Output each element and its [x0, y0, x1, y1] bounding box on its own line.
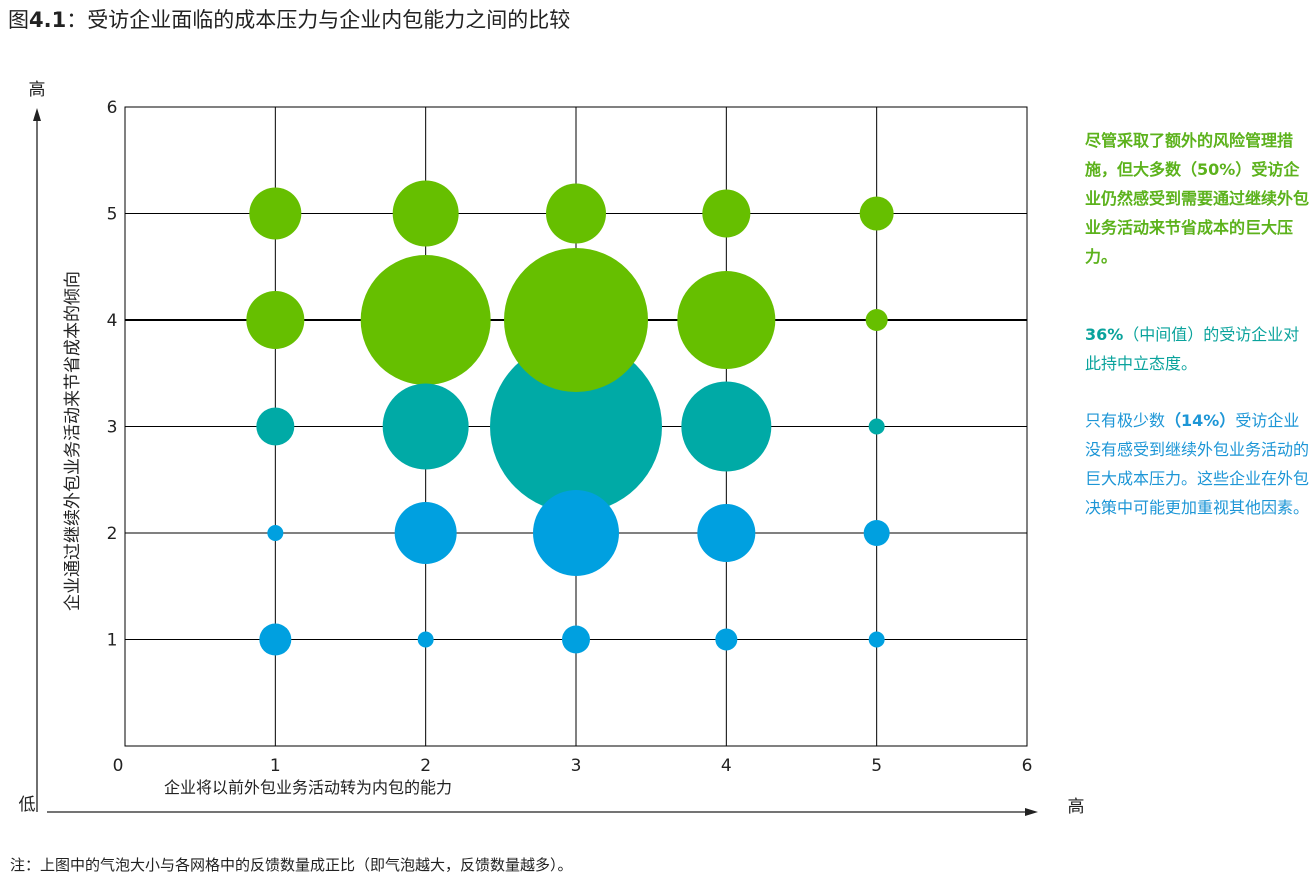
x-tick-label-1: 1	[270, 756, 281, 776]
footnote: 注：上图中的气泡大小与各网格中的反馈数量成正比（即气泡越大，反馈数量越多）。	[10, 856, 573, 874]
green-annotation: 尽管采取了额外的风险管理措施，但大多数（50%）受访企业仍然感受到需要通过继续外…	[1085, 126, 1314, 271]
blue-annotation-lead: 只有极少数	[1085, 411, 1166, 430]
title-prefix: 图	[8, 8, 29, 32]
bubble-blue-x3-y1	[562, 625, 590, 654]
chart-labels: 0 1 2 3 4 5 6 1 2 3 4 5 6 企业将以前外包业务活动转为内包的能力 企业通过继续外包业…	[19, 80, 1085, 817]
bubble-teal-x4-y3	[681, 381, 772, 472]
bubble-blue-x4-y1	[715, 628, 738, 651]
green-annotation-lead: 尽管采取了额外的风险管理措施，但大多数	[1085, 131, 1294, 179]
teal-annotation: 36%（中间值）的受访企业对此持中立态度。	[1085, 320, 1314, 378]
axis-low-label: 低	[19, 795, 36, 815]
x-tick-label-2: 2	[420, 756, 431, 776]
bubble-layer	[246, 180, 894, 656]
teal-annotation-rest: （中间值）的受访企业对此持中立态度。	[1085, 325, 1300, 373]
bubble-green-x4-y5	[702, 189, 751, 238]
x-tick-label-3: 3	[571, 756, 582, 776]
bubble-teal-x3-y3	[490, 340, 662, 513]
bubble-blue-x3-y2	[533, 490, 619, 576]
x-tick-label-4: 4	[721, 756, 732, 776]
blue-annotation-pct: （14%）	[1165, 411, 1236, 430]
bubble-green-x3-y4	[504, 248, 648, 392]
y-tick-label-4: 4	[107, 311, 118, 331]
bubble-blue-x1-y1	[259, 623, 292, 656]
green-annotation-rest: 受访企业仍然感受到需要通过继续外包业务活动来节省成本的巨大压力。	[1085, 160, 1310, 266]
bubble-blue-x5-y1	[868, 631, 885, 648]
bubble-teal-x1-y3	[256, 407, 295, 446]
y-tick-label-2: 2	[107, 524, 118, 544]
y-tick-label-1: 1	[107, 631, 118, 651]
bubble-green-x2-y5	[392, 180, 459, 247]
bubble-green-x5-y4	[865, 309, 888, 331]
bubble-green-x3-y5	[546, 183, 606, 244]
bubble-green-x1-y4	[246, 291, 305, 349]
bubble-blue-x4-y2	[697, 504, 756, 562]
bubble-blue-x2-y2	[394, 502, 457, 564]
chart-axes	[33, 108, 1038, 816]
bubble-green-x5-y5	[859, 196, 894, 231]
x-axis-title: 企业将以前外包业务活动转为内包的能力	[164, 778, 452, 797]
title-number: 4.1	[29, 8, 67, 32]
bubble-green-x1-y5	[249, 187, 302, 240]
bubble-blue-x2-y1	[417, 631, 434, 648]
blue-annotation-rest: 受访企业没有感受到继续外包业务活动的巨大成本压力。这些企业在外包决策中可能更加重…	[1085, 411, 1310, 517]
teal-annotation-pct: 36%	[1085, 325, 1124, 344]
y-arrow-head	[33, 108, 41, 121]
bubble-teal-x5-y3	[868, 418, 885, 435]
y-axis-high-label: 高	[29, 80, 46, 100]
x-tick-label-0: 0	[113, 756, 124, 776]
x-tick-label-6: 6	[1022, 756, 1033, 776]
x-tick-label-5: 5	[871, 756, 882, 776]
bubble-teal-x2-y3	[382, 383, 469, 470]
y-tick-label-6: 6	[107, 98, 118, 118]
y-tick-label-3: 3	[107, 418, 118, 438]
bubble-green-x2-y4	[360, 255, 491, 385]
bubble-blue-x1-y2	[267, 525, 284, 541]
bubble-green-x4-y4	[677, 271, 776, 369]
green-annotation-pct: （50%）	[1181, 160, 1252, 179]
x-arrow-head	[1025, 808, 1038, 816]
page-title: 图4.1：受访企业面临的成本压力与企业内包能力之间的比较	[8, 4, 570, 34]
blue-annotation: 只有极少数（14%）受访企业没有感受到继续外包业务活动的巨大成本压力。这些企业在…	[1085, 406, 1314, 522]
y-axis-title: 企业通过继续外包业务活动来节省成本的倾向	[63, 271, 83, 611]
bubble-blue-x5-y2	[863, 520, 890, 546]
title-text: ：受访企业面临的成本压力与企业内包能力之间的比较	[66, 8, 571, 32]
y-tick-label-5: 5	[107, 205, 118, 225]
x-axis-high-label: 高	[1068, 797, 1085, 817]
